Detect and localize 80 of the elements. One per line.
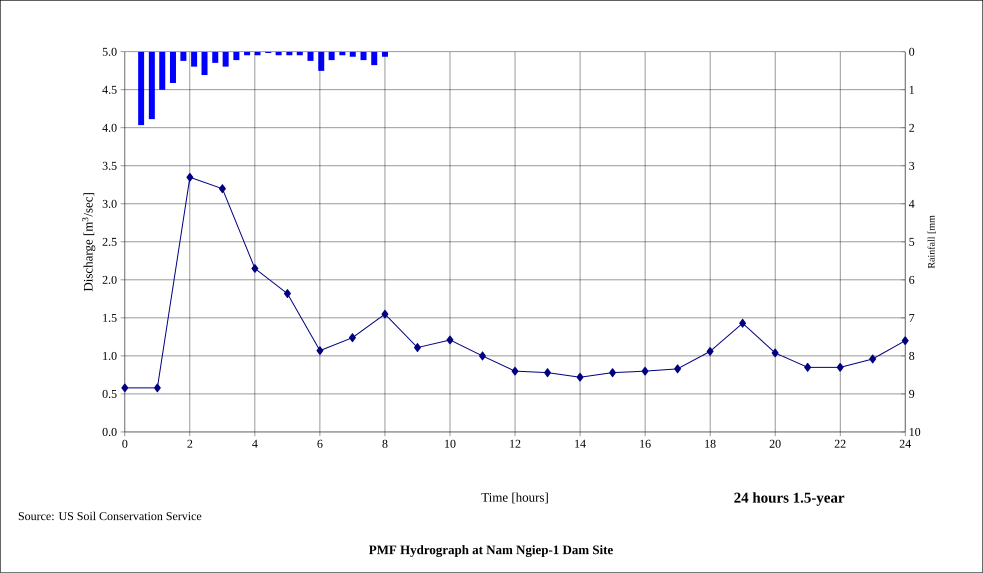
point: [316, 346, 324, 356]
y-tick-label: 3.0: [102, 200, 117, 208]
point: [121, 383, 128, 392]
point: [446, 336, 454, 345]
y2-tick-label: 5: [909, 238, 914, 246]
point: [414, 343, 421, 352]
x-tick-label: 12: [510, 440, 520, 448]
bar: [222, 52, 229, 67]
point: [512, 366, 519, 376]
y-tick-label: 2.5: [102, 238, 117, 246]
bar: [212, 52, 218, 63]
source-note: Source: US Soil Conservation Service: [18, 512, 202, 520]
bar: [191, 52, 198, 67]
bar: [202, 52, 208, 76]
bar: [148, 52, 155, 120]
point: [836, 362, 844, 372]
y-tick-label: 0.0: [102, 428, 117, 436]
y-tick-label: 4.5: [102, 86, 117, 94]
y2-axis-title: Rainfall [mm: [928, 215, 936, 268]
y2-tick-label: 9: [909, 390, 914, 398]
bar: [328, 52, 335, 60]
point: [251, 264, 258, 274]
y2-tick-label: 7: [909, 314, 914, 322]
bar: [350, 52, 356, 57]
x-tick-label: 8: [382, 440, 388, 448]
text: PMF Hydrograph at Nam Ngiep-1 Dam Site: [368, 545, 613, 558]
x-tick-label: 2: [187, 440, 192, 448]
x-tick-label: 24: [900, 440, 911, 448]
x-tick-label: 20: [770, 440, 781, 448]
x-tick-label: 10: [445, 440, 456, 448]
x-tick-label: 16: [640, 440, 651, 448]
bar: [180, 52, 186, 62]
x-tick-label: 22: [834, 440, 846, 448]
x-tick-label: 4: [252, 440, 258, 448]
y2-tick-label: 4: [908, 200, 915, 208]
point: [706, 346, 714, 356]
y-tick-label: 1.0: [103, 352, 117, 360]
point: [804, 362, 812, 372]
y2-tick-label: 6: [909, 276, 914, 284]
y2-tick-label: 10: [910, 428, 920, 436]
bar: [360, 52, 367, 60]
y-tick-label: 5.0: [102, 48, 117, 56]
point: [642, 366, 649, 376]
x-tick-label: 6: [317, 440, 323, 448]
y-tick-label: 0.5: [102, 390, 117, 398]
point: [869, 354, 876, 364]
y2-tick-label: 0: [909, 48, 914, 56]
point: [381, 310, 388, 319]
bar: [233, 52, 240, 60]
point: [674, 364, 682, 374]
point: [218, 184, 226, 194]
point: [772, 348, 779, 358]
text: 24 hours 1.5-year: [734, 492, 844, 506]
x-tick-label: 14: [575, 440, 586, 448]
bar: [308, 52, 314, 62]
y-tick-label: 4.0: [102, 124, 117, 132]
bar: [170, 52, 176, 84]
point: [739, 318, 746, 328]
y-tick-label: 2.0: [102, 276, 117, 284]
point: [609, 368, 616, 378]
y-axis-title: Discharge [m$^{3}$/sec]: [82, 193, 96, 292]
point: [479, 352, 486, 361]
bar: [159, 52, 166, 90]
point: [348, 333, 356, 342]
bar: [138, 52, 144, 126]
y-tick-label: 3.5: [102, 162, 117, 170]
y2-tick-label: 8: [909, 352, 914, 360]
x-tick-label: 18: [705, 440, 716, 448]
y2-tick-label: 2: [909, 124, 914, 132]
point: [576, 372, 584, 382]
point: [284, 289, 291, 298]
y2-tick-label: 1: [910, 86, 914, 94]
y2-tick-label: 3: [909, 162, 914, 170]
y-tick-label: 1.5: [103, 314, 117, 322]
x-axis-title: Time [hours]: [481, 492, 548, 504]
point: [154, 383, 161, 392]
point: [544, 368, 552, 378]
point: [186, 172, 194, 182]
x-tick-label: 0: [122, 440, 128, 448]
bar: [371, 52, 378, 66]
